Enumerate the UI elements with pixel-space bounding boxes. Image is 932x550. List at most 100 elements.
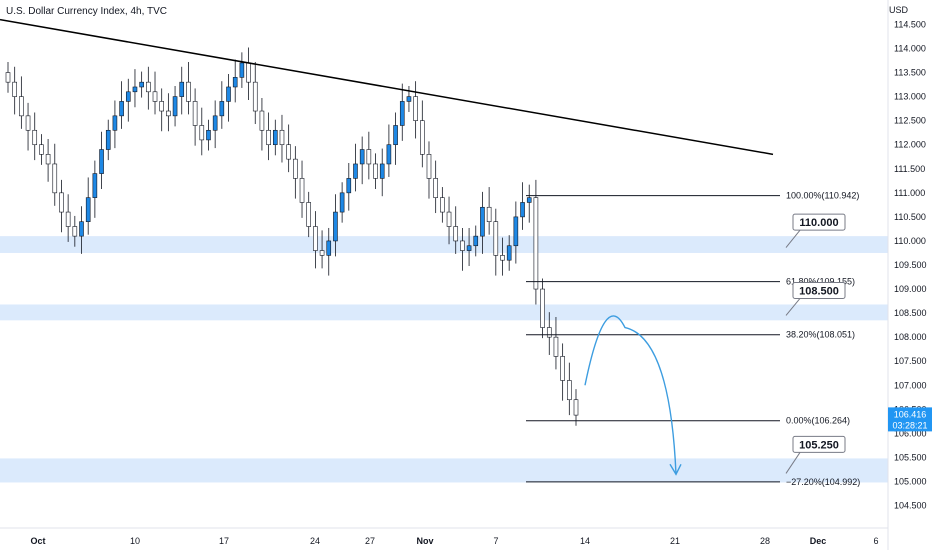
candle-body bbox=[192, 101, 198, 126]
candle-body bbox=[326, 240, 332, 256]
candle-body bbox=[32, 129, 38, 146]
candle bbox=[179, 66, 185, 115]
candle bbox=[373, 153, 378, 189]
y-tick-label: 114.000 bbox=[894, 43, 926, 53]
candle bbox=[286, 124, 291, 173]
candle bbox=[226, 73, 231, 122]
candle bbox=[92, 160, 98, 218]
candle-body bbox=[219, 101, 225, 117]
candle-body bbox=[500, 255, 505, 261]
candle-body bbox=[65, 211, 71, 227]
y-tick-label: 110.000 bbox=[894, 236, 926, 246]
candle-body bbox=[533, 197, 539, 290]
candle-body bbox=[19, 96, 24, 117]
candle bbox=[239, 52, 245, 88]
support-zone-0 bbox=[0, 236, 888, 253]
y-tick-label: 113.000 bbox=[894, 92, 926, 102]
candle bbox=[72, 215, 78, 247]
candle-body bbox=[186, 81, 191, 102]
candle-body bbox=[553, 336, 559, 357]
candle-body bbox=[119, 101, 124, 117]
candle-body bbox=[266, 129, 271, 146]
resistance-trendline bbox=[0, 18, 774, 156]
candle-body bbox=[159, 101, 164, 112]
candle bbox=[5, 61, 11, 93]
y-tick-label: 107.500 bbox=[894, 356, 927, 366]
candle-body bbox=[526, 197, 532, 203]
candle-body bbox=[99, 149, 104, 174]
y-tick-label: 108.500 bbox=[894, 308, 927, 318]
candle bbox=[39, 134, 44, 165]
zone-label-text: 108.500 bbox=[799, 285, 839, 297]
x-tick-label: 21 bbox=[670, 536, 680, 546]
fib-level-label-3: 0.00%(106.264) bbox=[786, 416, 850, 426]
fib-level-label-2: 38.20%(108.051) bbox=[786, 330, 855, 340]
candle bbox=[159, 88, 164, 132]
candle bbox=[520, 182, 525, 230]
candle-body bbox=[339, 192, 345, 213]
candle bbox=[19, 76, 24, 129]
candle-body bbox=[85, 197, 91, 222]
candle bbox=[553, 316, 559, 370]
candle-body bbox=[299, 178, 305, 203]
y-tick-label: 111.000 bbox=[894, 188, 925, 198]
candle bbox=[105, 119, 111, 161]
candle bbox=[560, 343, 565, 401]
x-tick-label: 24 bbox=[310, 536, 320, 546]
x-tick-label: 7 bbox=[493, 536, 498, 546]
candle bbox=[319, 230, 325, 269]
y-tick-label: 112.500 bbox=[894, 116, 926, 126]
candle-body bbox=[446, 211, 452, 227]
support-zone-1 bbox=[0, 304, 888, 321]
candle-body bbox=[413, 96, 418, 121]
candle-body bbox=[199, 125, 205, 141]
candle bbox=[252, 61, 258, 125]
candle-body bbox=[39, 144, 44, 155]
candle-body bbox=[506, 245, 512, 261]
candle-body bbox=[72, 226, 78, 237]
y-tick-label: 104.500 bbox=[894, 501, 927, 511]
candle-body bbox=[560, 356, 565, 381]
candle bbox=[299, 160, 305, 218]
candle-body bbox=[359, 149, 365, 165]
candle bbox=[333, 194, 338, 257]
candle bbox=[533, 179, 539, 305]
candle bbox=[186, 61, 191, 115]
candle bbox=[379, 148, 385, 197]
chart-title: U.S. Dollar Currency Index, 4h, TVC bbox=[6, 6, 167, 17]
candle bbox=[139, 71, 144, 98]
candle bbox=[413, 81, 418, 139]
candle-body bbox=[146, 81, 151, 93]
y-tick-label: 114.500 bbox=[894, 19, 926, 29]
candle-body bbox=[480, 206, 485, 237]
candle bbox=[399, 83, 405, 141]
y-tick-label: 108.000 bbox=[894, 332, 927, 342]
candle bbox=[172, 86, 178, 127]
candle-body bbox=[112, 115, 118, 131]
x-tick-label: 27 bbox=[365, 536, 375, 546]
candle-body bbox=[366, 149, 372, 165]
candle-body bbox=[152, 91, 158, 102]
candle bbox=[513, 201, 519, 264]
candle bbox=[65, 194, 71, 242]
y-tick-label: 109.000 bbox=[894, 284, 927, 294]
candle-body bbox=[259, 110, 265, 131]
candle-body bbox=[406, 96, 412, 102]
candle-body bbox=[379, 163, 385, 179]
x-tick-label: Oct bbox=[30, 536, 45, 546]
candle-body bbox=[573, 399, 579, 416]
zone-callout-line bbox=[785, 229, 801, 248]
candle bbox=[460, 227, 465, 271]
candles bbox=[5, 47, 579, 426]
candle bbox=[526, 184, 532, 223]
candle-body bbox=[52, 163, 58, 194]
current-price-box bbox=[888, 407, 932, 432]
candle-body bbox=[179, 81, 185, 97]
candle bbox=[79, 206, 84, 254]
candle bbox=[85, 177, 91, 235]
candle-body bbox=[399, 101, 405, 126]
candle bbox=[246, 47, 251, 100]
zone-label-2: 105.250 bbox=[785, 435, 846, 474]
projection-arrow-head bbox=[669, 463, 682, 476]
